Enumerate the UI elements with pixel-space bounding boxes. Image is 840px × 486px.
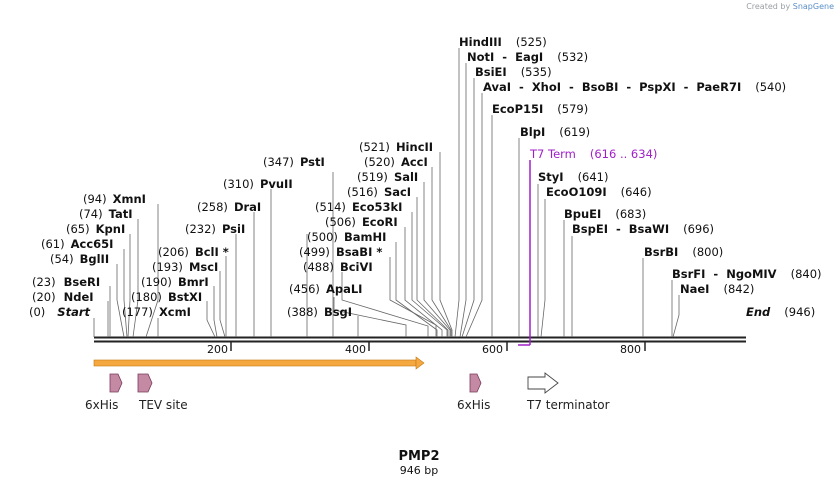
site-label: (180) BstXI	[131, 290, 202, 304]
feature-label: 6xHis	[457, 398, 490, 412]
orf-arrow	[93, 356, 425, 370]
feature-t7-terminator: T7 terminator	[526, 372, 610, 412]
site-label: BpuEI (683)	[564, 207, 646, 221]
feature-label: 6xHis	[85, 398, 118, 412]
site-label: (521) HincII	[359, 140, 433, 154]
site-label: EcoP15I (579)	[492, 102, 588, 116]
site-label: HindIII (525)	[459, 35, 547, 49]
site-leaders	[93, 48, 680, 338]
site-label: (519) SalI	[357, 170, 418, 184]
tick-label: 600	[482, 343, 503, 356]
site-label: BsrFI - NgoMIV (840)	[672, 267, 822, 281]
site-label: (232) PsiI	[185, 222, 245, 236]
site-label: (388) BsgI	[287, 305, 352, 319]
feature-6xhis-2: 6xHis	[457, 373, 490, 412]
watermark-brand: SnapGene	[792, 2, 834, 11]
tick-label: 400	[345, 343, 366, 356]
site-label: (499) BsaBI *	[299, 245, 382, 259]
tick-label: 200	[207, 343, 228, 356]
site-label: NaeI (842)	[680, 282, 754, 296]
site-label: (310) PvuII	[223, 177, 293, 191]
site-label: (500) BamHI	[307, 230, 386, 244]
site-label: (506) EcoRI	[325, 215, 398, 229]
site-label: EcoO109I (646)	[546, 185, 652, 199]
site-label: (190) BmrI	[141, 275, 209, 289]
feature-label: TEV site	[138, 398, 188, 412]
watermark-prefix: Created by	[746, 2, 791, 11]
site-label: (65) KpnI	[66, 222, 125, 236]
site-label: (74) TatI	[79, 207, 133, 221]
site-label: (456) ApaLI	[289, 282, 362, 296]
site-label: (514) Eco53kI	[315, 200, 402, 214]
t7-term-label: T7 Term (616 .. 634)	[529, 147, 657, 161]
site-label: StyI (641)	[538, 170, 609, 184]
feature-label: T7 terminator	[526, 398, 610, 412]
site-label: End (946)	[746, 305, 815, 319]
site-label: (193) MscI	[152, 260, 218, 274]
site-label: BsrBI (800)	[644, 245, 723, 259]
site-label: NotI - EagI (532)	[467, 50, 588, 64]
site-label: (23) BseRI	[32, 275, 100, 289]
site-label: (94) XmnI	[83, 192, 146, 206]
site-label: (20) NdeI	[32, 290, 94, 304]
axis: 200 400 600 800	[207, 341, 646, 356]
feature-6xhis-1: 6xHis	[85, 373, 123, 412]
feature-tev-site: TEV site	[137, 373, 188, 412]
site-label: BlpI (619)	[520, 125, 590, 139]
site-label: (61) Acc65I	[41, 237, 113, 251]
site-label: (347) PstI	[263, 155, 325, 169]
site-label: BsiEI (535)	[475, 65, 552, 79]
site-labels: (0) Start (20) NdeI (23) BseRI (54) BglII (6…	[29, 35, 822, 319]
site-label: AvaI - XhoI - BsoBI - PspXI - PaeR7I (540…	[483, 80, 786, 94]
plasmid-name: PMP2	[398, 449, 439, 464]
watermark: Created by SnapGene	[746, 2, 834, 11]
plasmid-length: 946 bp	[400, 464, 438, 477]
site-label: (54) BglII	[50, 252, 109, 266]
tick-label: 800	[620, 343, 641, 356]
site-label: (258) DraI	[197, 200, 261, 214]
site-label: (206) BclI *	[158, 245, 229, 259]
site-label: (520) AccI	[364, 155, 428, 169]
t7-term-bracket	[518, 160, 531, 346]
site-label: BspEI - BsaWI (696)	[572, 222, 714, 236]
site-label: (177) XcmI	[122, 305, 191, 319]
site-label: (0) Start	[29, 305, 91, 319]
site-label: (516) SacI	[347, 185, 411, 199]
site-label: (488) BciVI	[303, 260, 373, 274]
